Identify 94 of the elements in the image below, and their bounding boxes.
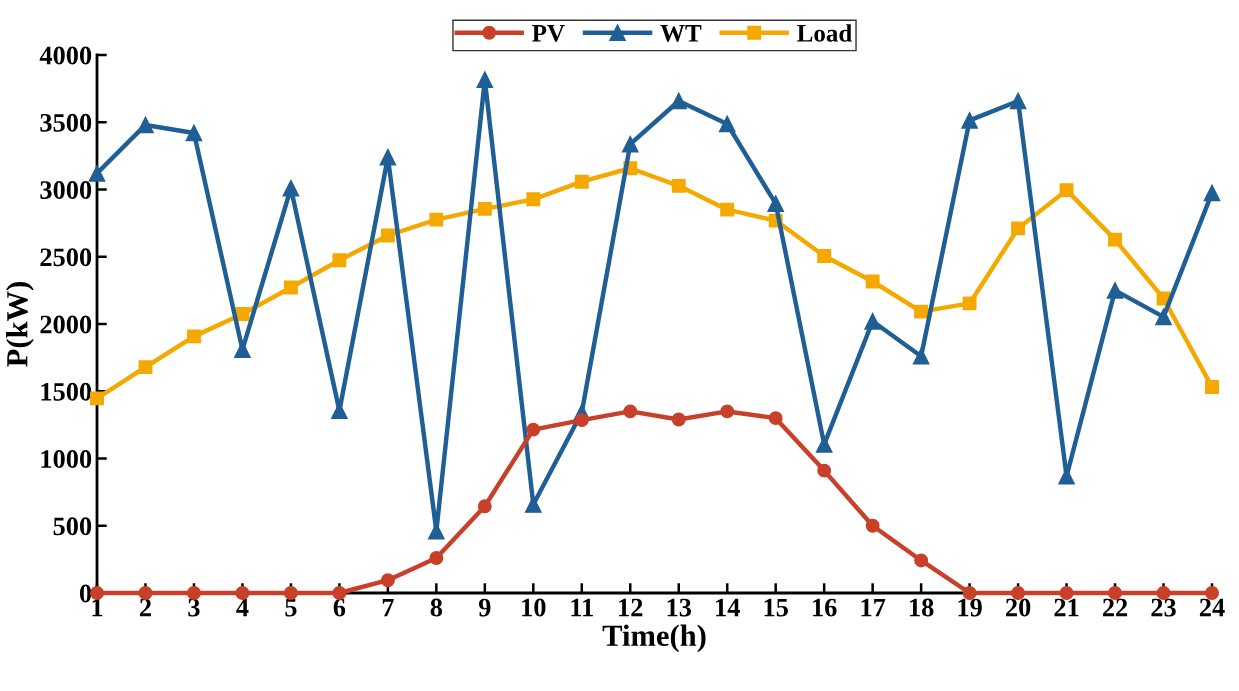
point (574, 413, 589, 428)
point (864, 312, 881, 330)
point (332, 586, 347, 600)
x-tick-label: 17 (861, 598, 886, 617)
x-tick-label: 15 (764, 598, 788, 617)
x-tick-label: 8 (430, 598, 443, 617)
point (574, 174, 589, 189)
point (234, 341, 251, 358)
x-tick-label: 14 (716, 598, 740, 617)
point (90, 391, 104, 406)
point (282, 179, 300, 197)
point (961, 112, 978, 129)
point (817, 463, 832, 478)
point (187, 586, 201, 600)
x-tick-label: 7 (382, 598, 394, 617)
x-tick-label: 9 (478, 598, 491, 617)
x-tick-label: 6 (333, 598, 346, 617)
point (670, 92, 688, 110)
y-tick-label: 0 (79, 584, 92, 603)
point (1155, 308, 1172, 326)
x-tick-label: 12 (619, 598, 643, 617)
point (526, 192, 541, 207)
point (962, 296, 977, 311)
legend-label: WT (660, 25, 702, 42)
x-tick-label: 21 (1054, 598, 1079, 617)
point (1108, 232, 1122, 247)
point (623, 404, 638, 419)
point (477, 201, 492, 216)
y-tick-label: 3000 (40, 181, 92, 199)
point (768, 411, 783, 426)
point (1059, 183, 1074, 198)
point (380, 573, 395, 588)
y-tick-label: 1000 (41, 450, 92, 468)
x-tick-label: 20 (1006, 598, 1031, 617)
y-tick-label: 500 (53, 517, 92, 536)
x-tick-label: 4 (236, 598, 249, 617)
point (1009, 92, 1027, 110)
point (718, 115, 736, 133)
point (476, 71, 494, 89)
point (477, 499, 492, 514)
x-tick-label: 24 (1199, 598, 1225, 617)
point (865, 518, 880, 533)
point (235, 307, 250, 321)
x-tick-label: 18 (910, 598, 934, 617)
point (914, 553, 929, 568)
x-tick-label: 5 (285, 598, 297, 617)
point (914, 304, 929, 319)
point (137, 116, 154, 134)
x-tick-label: 3 (188, 598, 200, 617)
point (283, 280, 298, 295)
legend-label: PV (532, 25, 565, 42)
x-tick-label: 10 (522, 598, 546, 617)
point (1205, 380, 1219, 394)
x-axis-title: Time(h) (602, 624, 706, 653)
point (671, 178, 686, 193)
point (621, 135, 639, 153)
x-tick-label: 22 (1102, 598, 1128, 617)
x-tick-label: 19 (958, 598, 982, 617)
x-tick-label: 1 (92, 598, 103, 617)
point (720, 202, 735, 217)
point (138, 360, 153, 375)
point (283, 586, 298, 600)
y-tick-label: 2500 (40, 248, 92, 267)
x-tick-label: 11 (571, 598, 593, 617)
point (1203, 184, 1221, 202)
point (767, 195, 785, 212)
point (865, 274, 880, 289)
point (380, 228, 395, 243)
y-tick-label: 3500 (40, 113, 92, 132)
x-tick-label: 2 (139, 598, 151, 617)
point (332, 253, 347, 268)
point (379, 148, 397, 166)
point (912, 347, 930, 365)
point (138, 586, 153, 600)
point (815, 436, 833, 453)
point (88, 165, 106, 182)
x-tick-label: 13 (667, 598, 692, 617)
point (429, 551, 444, 565)
y-axis-title: P(kW) (6, 282, 34, 367)
point (720, 404, 735, 419)
point (817, 248, 832, 263)
x-tick-label: 16 (813, 598, 837, 617)
point (671, 412, 686, 427)
point (1106, 282, 1124, 299)
point (187, 329, 201, 344)
x-tick-label: 23 (1151, 598, 1176, 617)
point (526, 422, 541, 437)
y-tick-label: 2000 (40, 315, 92, 334)
y-tick-label: 4000 (39, 46, 92, 65)
point (185, 124, 203, 142)
point (1011, 221, 1026, 236)
y-tick-label: 1500 (41, 382, 92, 401)
legend-label: Load (797, 24, 853, 42)
point (429, 212, 444, 227)
